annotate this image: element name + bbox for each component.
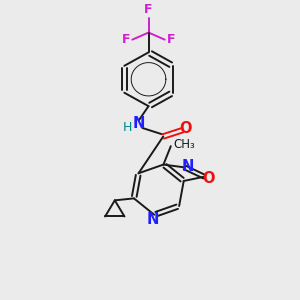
Text: N: N — [147, 212, 159, 227]
Text: N: N — [182, 159, 194, 174]
Text: CH₃: CH₃ — [173, 138, 195, 151]
Text: O: O — [202, 171, 215, 186]
Text: F: F — [167, 33, 176, 46]
Text: H: H — [123, 122, 132, 134]
Text: O: O — [180, 121, 192, 136]
Text: N: N — [133, 116, 145, 130]
Text: F: F — [144, 3, 153, 16]
Text: F: F — [122, 33, 130, 46]
